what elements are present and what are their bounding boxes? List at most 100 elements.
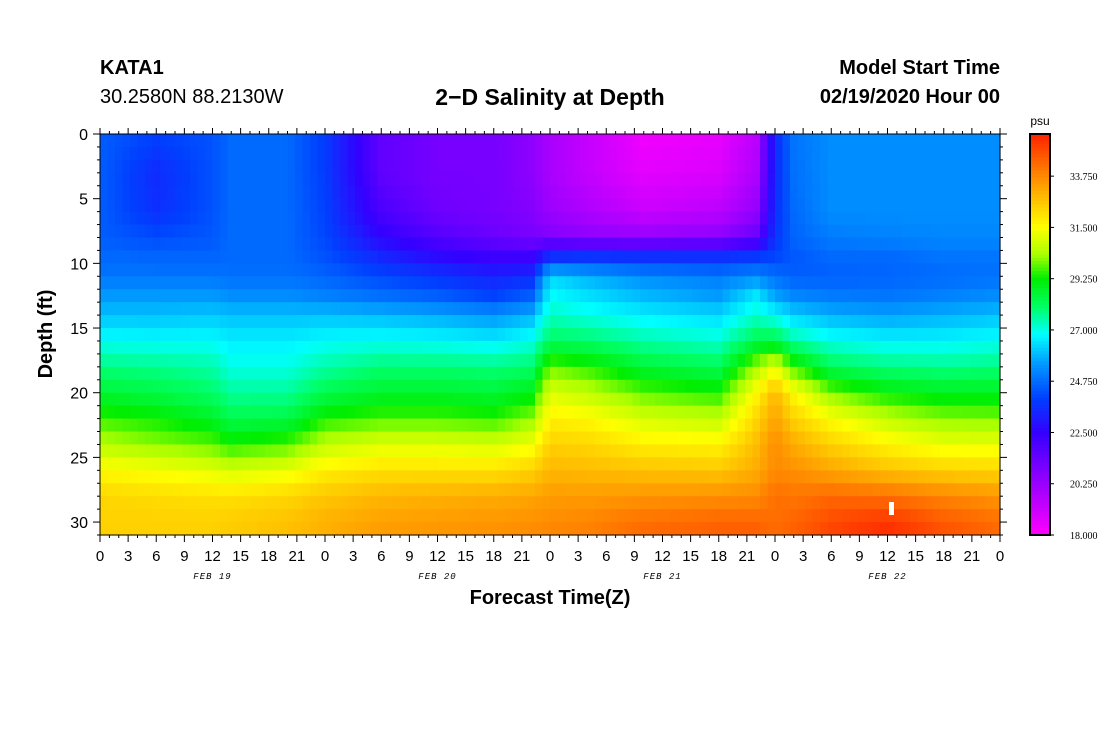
heatmap-cell — [347, 509, 356, 523]
heatmap-cell — [745, 263, 754, 277]
heatmap-cell — [287, 289, 296, 303]
heatmap-cell — [797, 224, 806, 239]
heatmap-cell — [610, 237, 619, 252]
heatmap-cell — [902, 470, 911, 484]
heatmap-cell — [572, 276, 581, 290]
heatmap-cell — [880, 302, 889, 316]
heatmap-cell — [197, 379, 206, 394]
model-start-value: 02/19/2020 Hour 00 — [819, 86, 1000, 108]
heatmap-cell — [205, 392, 214, 407]
heatmap-cell — [175, 134, 184, 148]
heatmap-cell — [722, 405, 731, 420]
heatmap-cell — [767, 392, 776, 407]
heatmap-cell — [542, 366, 551, 381]
heatmap-cell — [145, 522, 154, 536]
heatmap-cell — [130, 224, 139, 239]
heatmap-cell — [857, 431, 866, 446]
heatmap-cell — [115, 340, 124, 355]
heatmap-cell — [347, 237, 356, 252]
heatmap-cell — [257, 224, 266, 239]
heatmap-cell — [535, 315, 544, 329]
heatmap-cell — [400, 392, 409, 407]
heatmap-cell — [250, 431, 259, 446]
heatmap-cell — [265, 185, 274, 200]
heatmap-cell — [647, 315, 656, 329]
heatmap-cell — [647, 328, 656, 342]
heatmap-cell — [775, 276, 784, 290]
heatmap-cell — [145, 431, 154, 446]
heatmap-cell — [445, 328, 454, 342]
heatmap-cell — [760, 276, 769, 290]
heatmap-cell — [790, 172, 799, 187]
heatmap-cell — [692, 237, 701, 252]
heatmap-cell — [197, 315, 206, 329]
heatmap-cell — [797, 366, 806, 381]
y-tick-label: 10 — [70, 256, 88, 273]
heatmap-cell — [782, 159, 791, 174]
heatmap-cell — [295, 522, 304, 536]
heatmap-cell — [482, 237, 491, 252]
heatmap-cell — [797, 146, 806, 161]
colorbar-segment — [1030, 197, 1050, 202]
heatmap-cell — [542, 509, 551, 523]
heatmap-cell — [587, 328, 596, 342]
heatmap-cell — [677, 289, 686, 303]
heatmap-cell — [377, 172, 386, 187]
heatmap-cell — [310, 431, 319, 446]
heatmap-cell — [887, 483, 896, 497]
heatmap-cell — [752, 302, 761, 316]
heatmap-cell — [370, 522, 379, 536]
heatmap-cell — [670, 224, 679, 239]
heatmap-cell — [775, 289, 784, 303]
heatmap-cell — [175, 483, 184, 497]
heatmap-cell — [775, 250, 784, 264]
heatmap-cell — [280, 198, 289, 213]
heatmap-cell — [865, 470, 874, 484]
heatmap-cell — [257, 315, 266, 329]
heatmap-cell — [707, 340, 716, 355]
heatmap-cell — [220, 431, 229, 446]
heatmap-cell — [655, 263, 664, 277]
heatmap-cell — [370, 276, 379, 290]
heatmap-cell — [587, 134, 596, 148]
heatmap-cell — [535, 431, 544, 446]
heatmap-cell — [812, 289, 821, 303]
heatmap-cell — [160, 198, 169, 213]
heatmap-cell — [175, 146, 184, 161]
heatmap-cell — [445, 457, 454, 471]
heatmap-cell — [467, 470, 476, 484]
heatmap-cell — [362, 457, 371, 471]
heatmap-cell — [842, 340, 851, 355]
heatmap-cell — [737, 431, 746, 446]
heatmap-cell — [632, 444, 641, 458]
colorbar-segment — [1030, 137, 1050, 142]
heatmap-cell — [932, 470, 941, 484]
heatmap-cell — [872, 457, 881, 471]
heatmap-cell — [122, 328, 131, 342]
heatmap-cell — [842, 470, 851, 484]
heatmap-cell — [865, 302, 874, 316]
heatmap-cell — [715, 496, 724, 510]
heatmap-cell — [557, 457, 566, 471]
colorbar-segment — [1030, 404, 1050, 409]
heatmap-cell — [400, 315, 409, 329]
heatmap-cell — [797, 289, 806, 303]
heatmap-cell — [475, 237, 484, 252]
heatmap-cell — [917, 444, 926, 458]
heatmap-cell — [145, 237, 154, 252]
heatmap-cell — [287, 483, 296, 497]
heatmap-cell — [977, 159, 986, 174]
heatmap-cell — [355, 457, 364, 471]
heatmap-cell — [602, 211, 611, 226]
heatmap-cell — [910, 302, 919, 316]
heatmap-cell — [452, 159, 461, 174]
heatmap-cell — [565, 483, 574, 497]
heatmap-cell — [775, 185, 784, 200]
heatmap-cell — [557, 134, 566, 148]
heatmap-cell — [812, 496, 821, 510]
heatmap-cell — [662, 211, 671, 226]
heatmap-cell — [700, 392, 709, 407]
heatmap-cell — [392, 470, 401, 484]
heatmap-cell — [295, 457, 304, 471]
heatmap-cell — [190, 522, 199, 536]
